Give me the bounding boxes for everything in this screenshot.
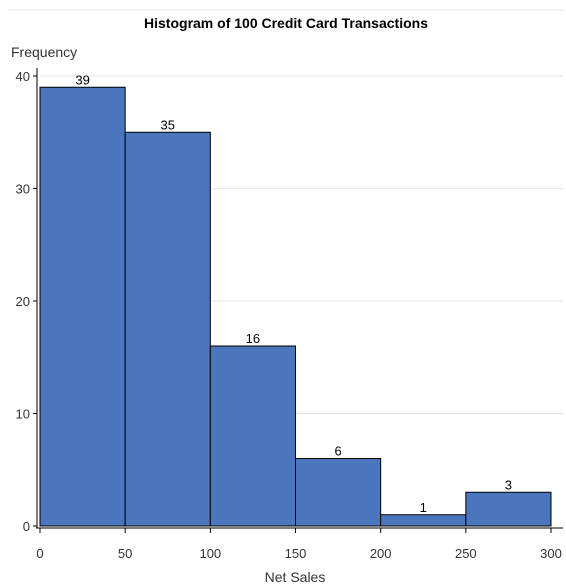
- histogram-bar-2: [209, 345, 296, 527]
- y-tick-label-0: 0: [23, 519, 30, 534]
- x-tick-label-1: 50: [118, 546, 132, 561]
- bar-value-label-5: 3: [505, 477, 512, 492]
- histogram-bar-0: [39, 86, 126, 527]
- histogram-bar-4: [380, 514, 467, 527]
- y-axis-label: Frequency: [11, 44, 77, 60]
- x-tick-label-2: 100: [199, 546, 221, 561]
- y-tick-label-2: 20: [16, 294, 30, 309]
- x-tick-label-4: 200: [370, 546, 392, 561]
- histogram-bar-3: [295, 458, 382, 527]
- bar-value-label-4: 1: [420, 500, 427, 515]
- x-axis-label: Net Sales: [265, 569, 326, 584]
- x-tick-label-6: 300: [540, 546, 562, 561]
- y-tick-label-4: 40: [16, 69, 30, 84]
- y-tick-label-3: 30: [16, 182, 30, 197]
- x-tick-label-0: 0: [36, 546, 43, 561]
- axes: 0 10 20 30 40 0 50 100 150 200 250 300: [16, 68, 563, 561]
- x-tick-label-3: 150: [285, 546, 307, 561]
- histogram-bar-5: [465, 491, 552, 527]
- bar-value-label-2: 16: [246, 331, 260, 346]
- bars: 39 35 16 6 1 3: [39, 72, 552, 527]
- y-tick-label-1: 10: [16, 407, 30, 422]
- bar-value-label-0: 39: [75, 72, 89, 87]
- x-tick-label-5: 250: [455, 546, 477, 561]
- chart-title: Histogram of 100 Credit Card Transaction…: [144, 15, 428, 31]
- histogram-bar-1: [124, 131, 211, 527]
- bar-value-label-3: 6: [334, 444, 341, 459]
- bar-value-label-1: 35: [161, 117, 175, 132]
